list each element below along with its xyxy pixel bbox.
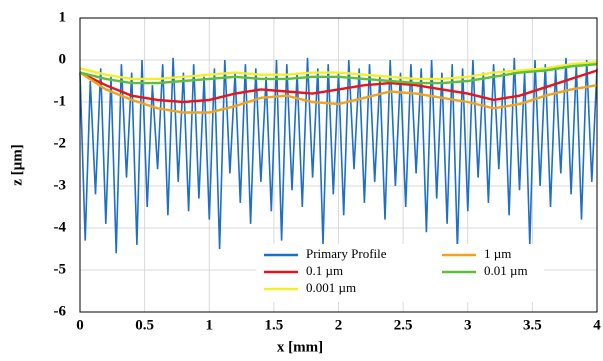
legend-label: 0.1 µm xyxy=(306,263,343,278)
series-line xyxy=(79,71,598,114)
x-axis-label: x [mm] xyxy=(277,339,323,355)
legend-label: Primary Profile xyxy=(306,246,387,261)
y-tick-label: -6 xyxy=(54,303,67,319)
y-tick-label: -1 xyxy=(54,93,67,109)
x-tick-label: 2.5 xyxy=(394,317,413,333)
series-line xyxy=(79,60,598,81)
y-tick-label: -2 xyxy=(54,135,67,151)
y-tick-label: 1 xyxy=(59,9,67,25)
series-line xyxy=(79,63,598,85)
y-tick-label: -5 xyxy=(54,261,67,277)
x-tick-label: 0 xyxy=(76,317,84,333)
legend-box xyxy=(256,244,544,302)
y-tick-label: -3 xyxy=(54,177,67,193)
x-tick-label: 3 xyxy=(464,317,472,333)
series-line xyxy=(79,69,598,104)
plot-frame xyxy=(79,17,598,313)
x-tick-label: 4 xyxy=(593,317,601,333)
legend-label: 1 µm xyxy=(484,246,511,261)
y-tick-label: -4 xyxy=(54,219,67,235)
y-tick-label: 0 xyxy=(59,51,67,67)
x-tick-label: 0.5 xyxy=(135,317,154,333)
x-tick-label: 1 xyxy=(206,317,214,333)
y-axis-label: z [µm] xyxy=(9,144,25,186)
x-tick-label: 1.5 xyxy=(265,317,284,333)
x-tick-label: 2 xyxy=(335,317,343,333)
x-tick-label: 3.5 xyxy=(523,317,542,333)
legend-label: 0.001 µm xyxy=(306,280,356,295)
legend-label: 0.01 µm xyxy=(484,263,528,278)
